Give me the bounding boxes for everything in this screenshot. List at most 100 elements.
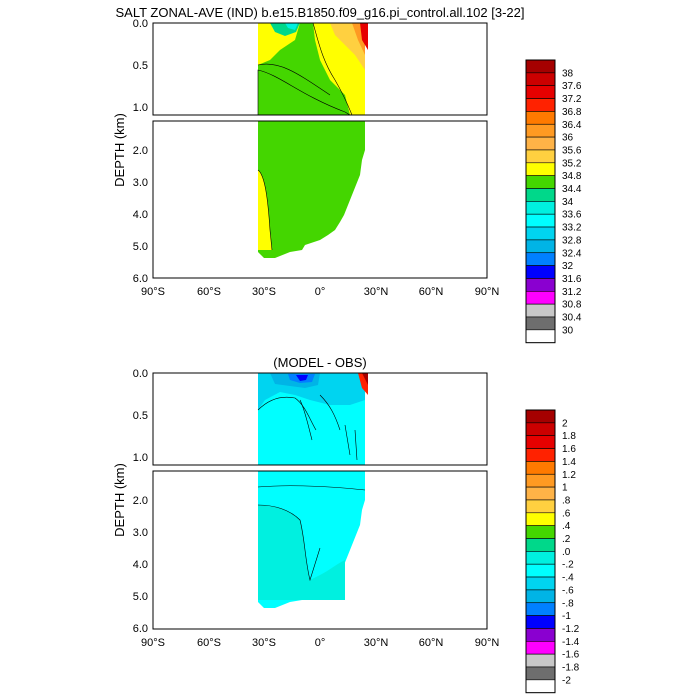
x-tick-label: 30°S <box>252 637 276 649</box>
y-tick-label: 4.0 <box>133 209 148 221</box>
colorbar-swatch <box>525 175 556 189</box>
top-panel-title: SALT ZONAL-AVE (IND) b.e15.B1850.f09_g16… <box>115 5 524 20</box>
y-tick-label: 0.0 <box>133 368 148 380</box>
colorbar-swatch <box>525 499 556 514</box>
colorbar-label: .0 <box>562 547 571 558</box>
colorbar-label: 37.2 <box>562 94 582 105</box>
colorbar-label: 38 <box>562 68 574 79</box>
colorbar-frame <box>525 409 556 694</box>
colorbar-swatch <box>525 628 556 642</box>
colorbar-label: -1.2 <box>562 624 580 635</box>
colorbar-swatch <box>525 563 556 578</box>
colorbar-label: .8 <box>562 495 571 506</box>
x-tick-label: 0° <box>315 637 326 649</box>
top-y-ticks: 0.0 0.5 1.0 2.0 3.0 4.0 5.0 6.0 <box>133 18 148 285</box>
colorbar-swatch <box>525 123 556 138</box>
x-tick-label: 90°S <box>141 637 165 649</box>
colorbar-swatch <box>525 85 556 99</box>
y-tick-label: 0.5 <box>133 60 148 72</box>
colorbar-label: 30.8 <box>562 300 582 311</box>
colorbar-swatch <box>525 72 556 86</box>
x-tick-label: 90°S <box>141 286 165 298</box>
y-tick-label: 3.0 <box>133 177 148 189</box>
colorbar-label: 36.4 <box>562 120 582 131</box>
colorbar-swatch <box>525 653 556 668</box>
colorbar-swatch <box>525 111 556 125</box>
bottom-x-ticks: 90°S 60°S 30°S 0° 30°N 60°N 90°N <box>141 637 499 649</box>
colorbar-label: .2 <box>562 534 571 545</box>
colorbar-swatch <box>525 679 556 693</box>
colorbar-swatch <box>525 303 556 318</box>
colorbar-swatch <box>525 239 556 254</box>
colorbar-label: 2 <box>562 418 568 429</box>
colorbar-label: .6 <box>562 508 571 519</box>
colorbar-swatch <box>525 409 556 424</box>
y-tick-label: 5.0 <box>133 241 148 253</box>
colorbar-swatch <box>525 59 556 74</box>
bottom-lower-field <box>257 471 366 608</box>
colorbar-label: 33.2 <box>562 223 582 234</box>
x-tick-label: 60°S <box>197 286 221 298</box>
x-tick-label: 60°N <box>419 286 444 298</box>
x-tick-label: 60°N <box>419 637 444 649</box>
colorbar-label: -.6 <box>562 585 574 596</box>
top-y-axis-label: DEPTH (km) <box>112 113 127 187</box>
colorbar-label: 34 <box>562 197 574 208</box>
colorbar-swatch <box>525 265 556 279</box>
colorbar-swatch <box>525 602 556 616</box>
colorbar-label: -.2 <box>562 560 574 571</box>
colorbar-label: 34.4 <box>562 184 582 195</box>
colorbar-swatch <box>525 136 556 151</box>
colorbar-swatch <box>525 290 556 305</box>
colorbar-swatch <box>525 213 556 228</box>
y-tick-label: 3.0 <box>133 527 148 539</box>
colorbar-label: -.8 <box>562 598 574 609</box>
top-panel: SALT ZONAL-AVE (IND) b.e15.B1850.f09_g16… <box>112 5 582 344</box>
colorbar-swatch <box>525 422 556 437</box>
colorbar-label: -1.8 <box>562 663 580 674</box>
colorbar-label: 32 <box>562 261 574 272</box>
colorbar-label: -2 <box>562 675 571 686</box>
colorbar-swatch <box>525 435 556 449</box>
bottom-panel-title: (MODEL - OBS) <box>273 355 366 370</box>
y-tick-label: 5.0 <box>133 591 148 603</box>
colorbar-label: 1.4 <box>562 457 576 468</box>
top-upper-field <box>257 23 368 115</box>
y-tick-label: 1.0 <box>133 102 148 114</box>
colorbar-swatch <box>525 512 556 526</box>
colorbar-label: 35.2 <box>562 158 582 169</box>
colorbar-swatch <box>525 461 556 475</box>
y-tick-label: 0.5 <box>133 410 148 422</box>
bottom-y-axis-label: DEPTH (km) <box>112 463 127 537</box>
colorbar-swatch <box>525 149 556 164</box>
bottom-y-ticks: 0.0 0.5 1.0 2.0 3.0 4.0 5.0 6.0 <box>133 368 148 635</box>
colorbar-label: 37.6 <box>562 81 582 92</box>
colorbar-label: 34.8 <box>562 171 582 182</box>
colorbar-swatch <box>525 329 556 344</box>
colorbar-swatch <box>525 188 556 202</box>
colorbar-label: -1.6 <box>562 650 580 661</box>
colorbar-label: 31.2 <box>562 287 582 298</box>
colorbar-label: 1.2 <box>562 470 576 481</box>
colorbar-swatch <box>525 278 556 292</box>
bottom-upper-field <box>257 373 368 465</box>
x-tick-label: 90°N <box>475 286 500 298</box>
y-tick-label: 6.0 <box>133 623 148 635</box>
colorbar-label: 30 <box>562 325 574 336</box>
colorbar-label: 1.6 <box>562 444 576 455</box>
colorbar-swatch <box>525 640 556 655</box>
y-tick-label: 4.0 <box>133 559 148 571</box>
colorbar-label: 33.6 <box>562 210 582 221</box>
x-tick-label: 60°S <box>197 637 221 649</box>
colorbar-swatch <box>525 576 556 591</box>
colorbar-label: 31.6 <box>562 274 582 285</box>
colorbar-swatch <box>525 615 556 629</box>
y-tick-label: 1.0 <box>133 452 148 464</box>
colorbar-swatch <box>525 448 556 462</box>
colorbar-swatch <box>525 589 556 604</box>
colorbar-swatch <box>525 252 556 266</box>
colorbar-label: 1.8 <box>562 431 576 442</box>
colorbar-label: 30.4 <box>562 313 582 324</box>
